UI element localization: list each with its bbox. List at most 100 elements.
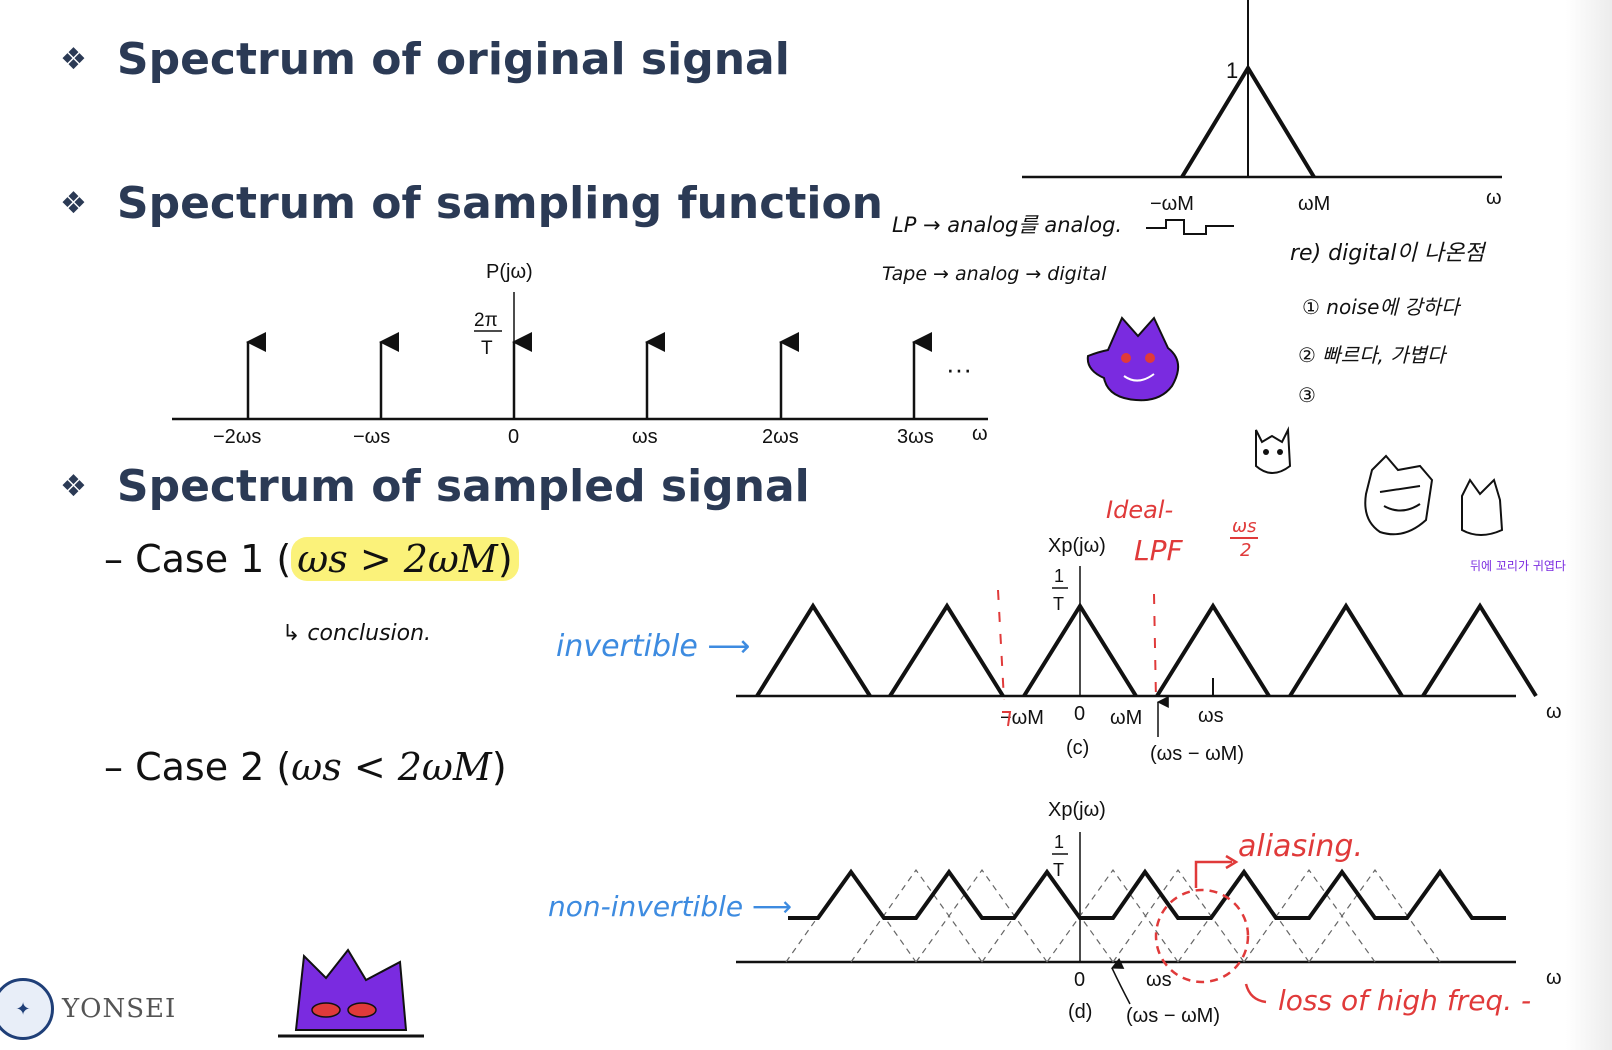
spectrum-copy (1421, 602, 1538, 698)
plot-c-title: Xp(jω) (1048, 535, 1106, 557)
heading-sampling-text: Spectrum of sampling function (116, 178, 883, 229)
plot-c-case1: Xp(jω) 1 T −ωM 0 ωM ωs (c) (ωs − ωM) ω (736, 535, 1562, 765)
plot-d-axis-label: ω (1546, 967, 1562, 989)
plot-c-label: 0 (1074, 703, 1085, 725)
plot-d-zero: 0 (1074, 969, 1085, 991)
note-non-invertible: non-invertible ⟶ (548, 890, 792, 923)
purple-ghost-sticker-icon (1086, 316, 1179, 402)
tick-label: −2ωs (213, 426, 261, 448)
overlap-copy (850, 868, 983, 963)
overlap-copy (1046, 868, 1179, 963)
right-edge-shadow (1566, 0, 1612, 1050)
sampling-axis-label: ω (972, 423, 988, 445)
case-1-suffix: ) (497, 537, 513, 581)
plot-c-axis-label: ω (1546, 701, 1562, 723)
aliased-spectrum (788, 868, 1506, 920)
impulse-train (246, 332, 932, 419)
tick-label: ωs (632, 426, 658, 448)
plot-d-caption: (d) (1068, 1001, 1092, 1023)
overlap-copy (1243, 868, 1376, 963)
plot-c-triangles (755, 602, 1538, 698)
heading-original-signal: ❖ Spectrum of original signal (60, 34, 790, 85)
note-purple: 뒤에 꼬리가 귀엽다. (1470, 559, 1570, 573)
original-right-label: ωM (1298, 193, 1330, 215)
original-left-label: −ωM (1150, 193, 1194, 215)
note-conclusion: ↳ conclusion. (282, 621, 431, 646)
original-spectrum-plot: 1 −ωM ωM ω (1022, 0, 1502, 215)
small-face-sketch-icon (1255, 426, 1292, 474)
note-lpf: LPF (1134, 534, 1183, 567)
note-lp-analog: LP → analog를 analog. (892, 213, 1122, 237)
heading-sampling-function: ❖ Spectrum of sampling function (60, 178, 883, 229)
spectrum-copy (888, 602, 1005, 698)
university-logo: ✦ YONSEI (0, 978, 176, 1040)
case-2: – Case 2 (ωs < 2ωM) (104, 745, 507, 789)
plot-c-label: −ωM (1000, 707, 1044, 729)
note-invertible: invertible ⟶ (556, 629, 750, 664)
overlap-copy (1308, 868, 1441, 963)
overlap-copy (915, 868, 1048, 963)
spectrum-copy (1022, 602, 1138, 698)
tick-label: −ωs (353, 426, 390, 448)
plot-d-height-num: 1 (1054, 832, 1064, 852)
lpf-cutoff-left (997, 589, 1005, 701)
aliasing-pointer (1194, 860, 1232, 888)
case-1-prefix: – Case 1 ( (104, 537, 292, 581)
note-item-2: ② 빠르다, 가볍다 (1298, 343, 1448, 367)
diamond-bullet-icon: ❖ (60, 42, 87, 77)
case-2-condition: ωs < 2ωM (291, 745, 492, 789)
original-peak-label: 1 (1226, 58, 1238, 83)
plot-c-label: ωs (1198, 705, 1224, 727)
sampling-title: P(jω) (486, 261, 533, 283)
diamond-bullet-icon: ❖ (60, 186, 87, 221)
loss-pointer (1244, 983, 1267, 1004)
plot-d-bottom-label: (ωs − ωM) (1126, 1005, 1220, 1027)
original-triangle (1180, 64, 1316, 179)
sampling-height-den: T (481, 338, 493, 359)
aliasing-circle (1154, 888, 1250, 984)
original-axis-label: ω (1486, 187, 1502, 209)
note-ws-half-den: 2 (1240, 540, 1251, 561)
spectrum-copy (1155, 602, 1271, 698)
plot-c-height-den: T (1053, 594, 1064, 614)
note-aliasing: aliasing. (1238, 829, 1363, 864)
overlap-copy (1112, 868, 1245, 963)
university-seal-icon: ✦ (0, 978, 54, 1040)
purple-ghost-bottom-sticker-icon (278, 948, 424, 1038)
case-1-condition: ωs > 2ωM (297, 537, 498, 581)
plot-d-title: Xp(jω) (1048, 799, 1106, 821)
heading-sampled-signal: ❖ Spectrum of sampled signal (60, 461, 810, 512)
diamond-bullet-icon: ❖ (60, 469, 87, 504)
university-name: YONSEI (62, 994, 177, 1024)
note-item-1: ① noise에 강하다 (1302, 295, 1462, 319)
square-wave-sketch (1146, 219, 1234, 235)
note-loss: loss of high freq. - (1278, 984, 1531, 1017)
note-digital: re) digital이 나온점 (1290, 241, 1487, 266)
aliasing-arrowhead (1225, 854, 1239, 870)
note-ideal: Ideal- (1106, 496, 1173, 524)
case-1: – Case 1 (ωs > 2ωM) (104, 537, 519, 581)
note-ws-half-num: ωs (1232, 516, 1256, 537)
sampling-height-num: 2π (474, 310, 498, 331)
plot-d-case2: Xp(jω) 1 T 0 ωs (d) (ωs − ωM) ω (736, 799, 1562, 1027)
plot-c-caption: (c) (1066, 737, 1089, 759)
plot-d-height-den: T (1053, 860, 1064, 880)
sampling-spectrum-plot: P(jω) 2π T ··· ω −2ωs −ωs 0 ωs 2ωs 3ωs (172, 261, 988, 448)
plot-c-height-num: 1 (1054, 566, 1064, 586)
sampling-ellipsis: ··· (946, 354, 972, 384)
spectrum-copy (755, 602, 872, 698)
sampling-tick-labels: −2ωs −ωs 0 ωs 2ωs 3ωs (213, 426, 934, 448)
note-tape: Tape → analog → digital (882, 263, 1107, 285)
plot-c-label: ωM (1110, 707, 1142, 729)
bottom-arrow (1110, 957, 1131, 1005)
case-2-prefix: – Case 2 ( (104, 745, 292, 789)
plot-c-bottom-label: (ωs − ωM) (1150, 743, 1244, 765)
cutoff-mark (1002, 711, 1012, 727)
lpf-cutoff-right (1153, 593, 1157, 701)
spectrum-copy (1288, 602, 1404, 698)
note-item-3: ③ (1298, 383, 1316, 407)
plot-d-ws: ωs (1146, 969, 1172, 991)
case-2-suffix: ) (491, 745, 507, 789)
tick-label: 2ωs (762, 426, 799, 448)
